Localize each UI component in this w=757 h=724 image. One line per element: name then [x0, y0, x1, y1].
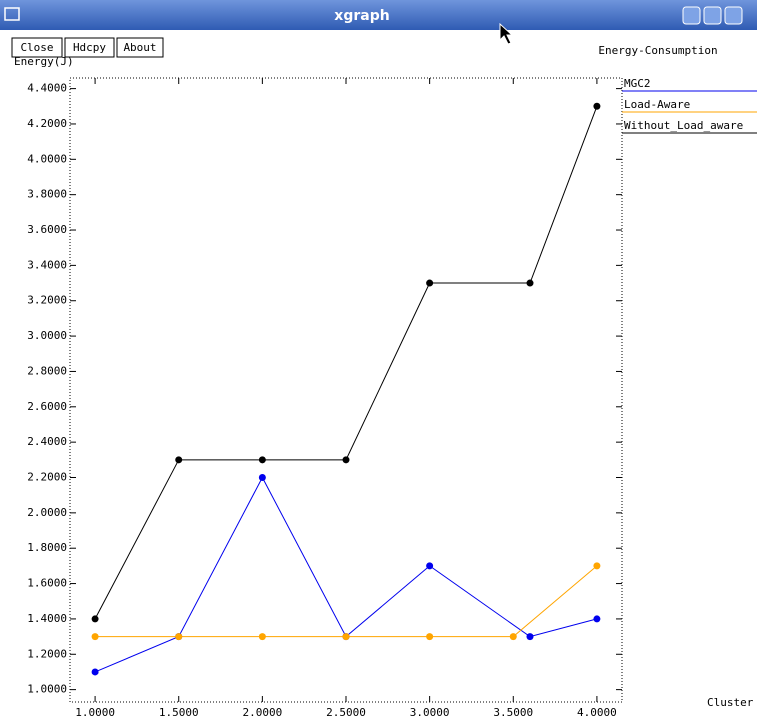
data-point — [426, 562, 434, 570]
y-tick-label: 4.4000 — [27, 82, 67, 95]
x-tick-label: 2.0000 — [242, 706, 282, 719]
series-line — [95, 565, 598, 638]
data-point — [593, 562, 601, 570]
plot-frame — [69, 77, 623, 703]
chart-title: Energy-Consumption — [598, 44, 717, 57]
legend-label: Load-Aware — [624, 98, 690, 111]
x-tick-label: 3.0000 — [410, 706, 450, 719]
button-label: About — [123, 41, 156, 54]
y-tick-label: 1.6000 — [27, 577, 67, 590]
maximize-button[interactable] — [703, 6, 722, 25]
legend-label: MGC2 — [624, 77, 651, 90]
toolbar-button[interactable] — [116, 37, 164, 58]
data-point — [91, 668, 99, 676]
y-tick-label: 4.2000 — [27, 117, 67, 130]
x-axis-label: Cluster — [707, 696, 754, 709]
x-tick-label: 1.0000 — [75, 706, 115, 719]
y-tick-label: 2.4000 — [27, 435, 67, 448]
series-line — [94, 476, 598, 673]
data-point — [593, 102, 601, 110]
toolbar-button[interactable] — [64, 37, 115, 58]
title-bar — [0, 0, 757, 30]
mouse-cursor — [499, 22, 514, 45]
toolbar-button[interactable] — [11, 37, 63, 58]
data-point — [593, 615, 601, 623]
series-line — [94, 106, 598, 620]
data-point — [342, 633, 350, 641]
y-tick-label: 1.8000 — [27, 541, 67, 554]
y-tick-label: 3.0000 — [27, 329, 67, 342]
y-axis-label: Energy(J) — [14, 55, 74, 68]
data-point — [258, 474, 266, 482]
data-point — [91, 633, 99, 641]
y-tick-label: 1.0000 — [27, 683, 67, 696]
y-tick-label: 3.6000 — [27, 223, 67, 236]
data-point — [426, 279, 434, 287]
y-tick-label: 2.6000 — [27, 400, 67, 413]
x-tick-label: 4.0000 — [577, 706, 617, 719]
button-label: Hdcpy — [73, 41, 106, 54]
button-label: Close — [20, 41, 53, 54]
data-point — [426, 633, 434, 641]
data-point — [342, 456, 350, 464]
y-tick-label: 1.4000 — [27, 612, 67, 625]
data-point — [526, 279, 534, 287]
minimize-button[interactable] — [682, 6, 701, 25]
y-tick-label: 4.0000 — [27, 152, 67, 165]
y-tick-label: 3.2000 — [27, 294, 67, 307]
legend-label: Without_Load_aware — [624, 119, 743, 132]
data-point — [258, 633, 266, 641]
y-tick-label: 3.8000 — [27, 188, 67, 201]
data-point — [258, 456, 266, 464]
y-tick-label: 3.4000 — [27, 258, 67, 271]
y-tick-label: 2.2000 — [27, 471, 67, 484]
x-tick-label: 3.5000 — [493, 706, 533, 719]
window-title: xgraph — [334, 8, 389, 24]
x-tick-label: 1.5000 — [159, 706, 199, 719]
y-tick-label: 2.8000 — [27, 364, 67, 377]
data-point — [526, 633, 534, 641]
y-tick-label: 1.2000 — [27, 647, 67, 660]
y-tick-label: 2.0000 — [27, 506, 67, 519]
data-point — [509, 633, 517, 641]
data-point — [175, 456, 183, 464]
close-window-button[interactable] — [724, 6, 743, 25]
window-menu-icon[interactable] — [4, 7, 20, 21]
x-tick-label: 2.5000 — [326, 706, 366, 719]
data-point — [91, 615, 99, 623]
data-point — [175, 633, 183, 641]
